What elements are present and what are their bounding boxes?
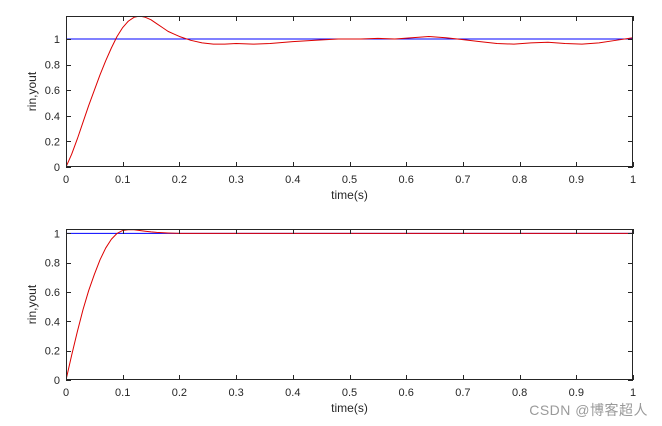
bottom-x-tick-label: 0.2 bbox=[172, 387, 187, 399]
bottom-x-tick-label: 0.3 bbox=[228, 387, 243, 399]
bottom-x-axis-label: time(s) bbox=[331, 401, 368, 415]
top-y-axis-label: rin,yout bbox=[25, 71, 39, 111]
top-y-tick-label: 1 bbox=[54, 34, 60, 46]
top-x-tick-label: 0.9 bbox=[569, 174, 584, 186]
bottom-x-tick-label: 0.4 bbox=[285, 387, 300, 399]
bottom-x-tick-label: 0.6 bbox=[399, 387, 414, 399]
top-y-tick-label: 0.2 bbox=[45, 136, 60, 148]
top-plot-panel: 0 0.1 0.2 0.3 0.4 0.5 0.6 0.7 0.8 0.9 1 0 0.2 0.4 0.6 0… bbox=[25, 16, 636, 202]
top-axes-box bbox=[66, 16, 633, 167]
top-y-tick-label: 0.4 bbox=[45, 111, 60, 123]
top-x-tick-label: 0.7 bbox=[455, 174, 470, 186]
bottom-x-tick-label: 0.1 bbox=[115, 387, 130, 399]
bottom-x-tick-label: 0.5 bbox=[342, 387, 357, 399]
top-x-tick-label: 0.8 bbox=[512, 174, 527, 186]
bottom-y-axis-label: rin,yout bbox=[25, 284, 39, 324]
bottom-y-tick-label: 1 bbox=[54, 228, 60, 240]
bottom-axes-box bbox=[66, 229, 633, 380]
bottom-x-tick-label: 0.9 bbox=[569, 387, 584, 399]
bottom-series-line-response bbox=[66, 229, 633, 380]
bottom-y-tick-label: 0.4 bbox=[45, 316, 60, 328]
bottom-y-tick-label: 0.8 bbox=[45, 258, 60, 270]
top-x-tick-label: 0.2 bbox=[172, 174, 187, 186]
top-x-tick-label: 0.5 bbox=[342, 174, 357, 186]
top-x-tick-label: 0.4 bbox=[285, 174, 300, 186]
watermark: CSDN @博客超人 bbox=[529, 402, 648, 418]
top-x-tick-label: 0.1 bbox=[115, 174, 130, 186]
bottom-x-tick-label: 1 bbox=[630, 387, 636, 399]
bottom-y-tick-label: 0.2 bbox=[45, 346, 60, 358]
top-y-tick-label: 0.6 bbox=[45, 85, 60, 97]
bottom-x-tick-label: 0 bbox=[63, 387, 69, 399]
top-x-tick-label: 0.6 bbox=[399, 174, 414, 186]
bottom-x-tick-label: 0.7 bbox=[455, 387, 470, 399]
top-plot-area bbox=[66, 16, 633, 167]
top-x-tick-label: 1 bbox=[630, 174, 636, 186]
top-y-tick-label: 0.8 bbox=[45, 60, 60, 72]
bottom-x-tick-label: 0.8 bbox=[512, 387, 527, 399]
bottom-plot-panel: 0 0.1 0.2 0.3 0.4 0.5 0.6 0.7 0.8 0.9 1 0 0.2 0.4 0.6 0… bbox=[25, 228, 636, 415]
bottom-plot-area bbox=[66, 229, 633, 380]
top-x-tick-label: 0.3 bbox=[228, 174, 243, 186]
top-x-tick-label: 0 bbox=[63, 174, 69, 186]
bottom-y-tick-label: 0 bbox=[54, 375, 60, 387]
bottom-y-tick-label: 0.6 bbox=[45, 287, 60, 299]
top-y-tick-label: 0 bbox=[54, 162, 60, 174]
top-series-line-response bbox=[66, 16, 633, 167]
top-x-axis-label: time(s) bbox=[331, 188, 368, 202]
